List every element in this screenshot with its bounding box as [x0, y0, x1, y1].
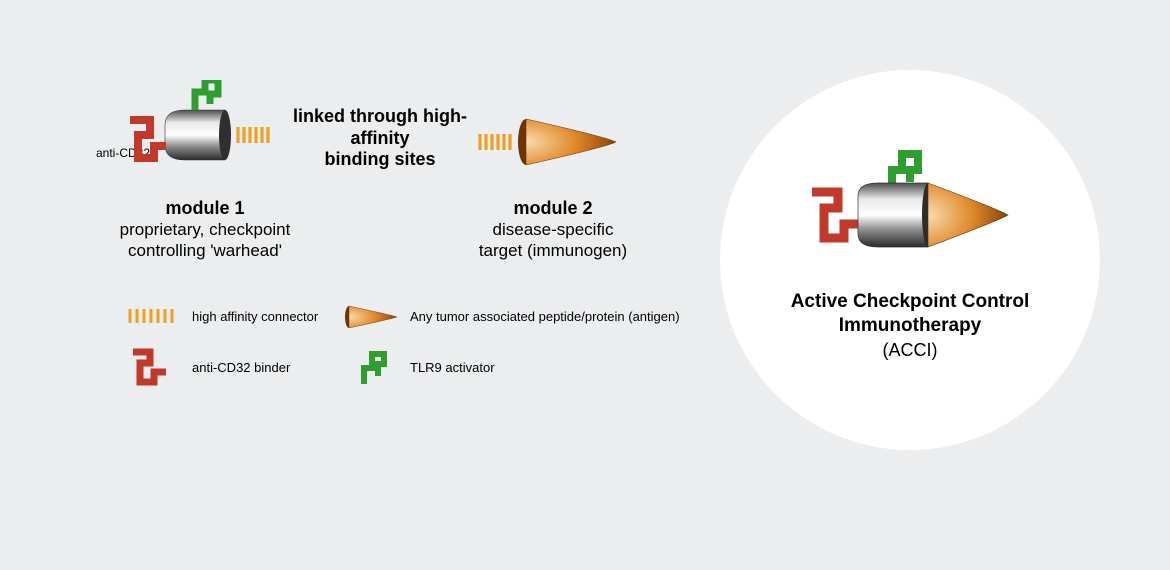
module1-title: module 1	[95, 198, 315, 219]
product-icon	[800, 150, 1010, 270]
legend-antigen-icon	[343, 304, 399, 330]
product-title-block: Active Checkpoint Control Immunotherapy …	[760, 290, 1060, 361]
module1-caption: module 1 proprietary, checkpoint control…	[95, 198, 315, 262]
module2-cone-icon	[478, 112, 628, 172]
legend-binder-icon	[130, 348, 172, 388]
product-subtitle: (ACCI)	[760, 340, 1060, 361]
legend-connector-icon	[128, 306, 178, 326]
linker-text: linked through high- affinity binding si…	[280, 106, 480, 171]
legend-connector-label: high affinity connector	[192, 309, 318, 324]
product-title: Active Checkpoint Control Immunotherapy	[760, 290, 1060, 338]
legend-tlr9-label: TLR9 activator	[410, 360, 495, 375]
legend-tlr9-icon	[358, 346, 390, 386]
legend-antigen-label: Any tumor associated peptide/protein (an…	[410, 309, 680, 324]
module1-warhead-icon	[110, 80, 270, 180]
module2-title: module 2	[448, 198, 658, 219]
legend-binder-label: anti-CD32 binder	[192, 360, 290, 375]
module1-desc: proprietary, checkpoint controlling 'war…	[95, 219, 315, 262]
module2-desc: disease-specific target (immunogen)	[448, 219, 658, 262]
module2-caption: module 2 disease-specific target (immuno…	[448, 198, 658, 262]
